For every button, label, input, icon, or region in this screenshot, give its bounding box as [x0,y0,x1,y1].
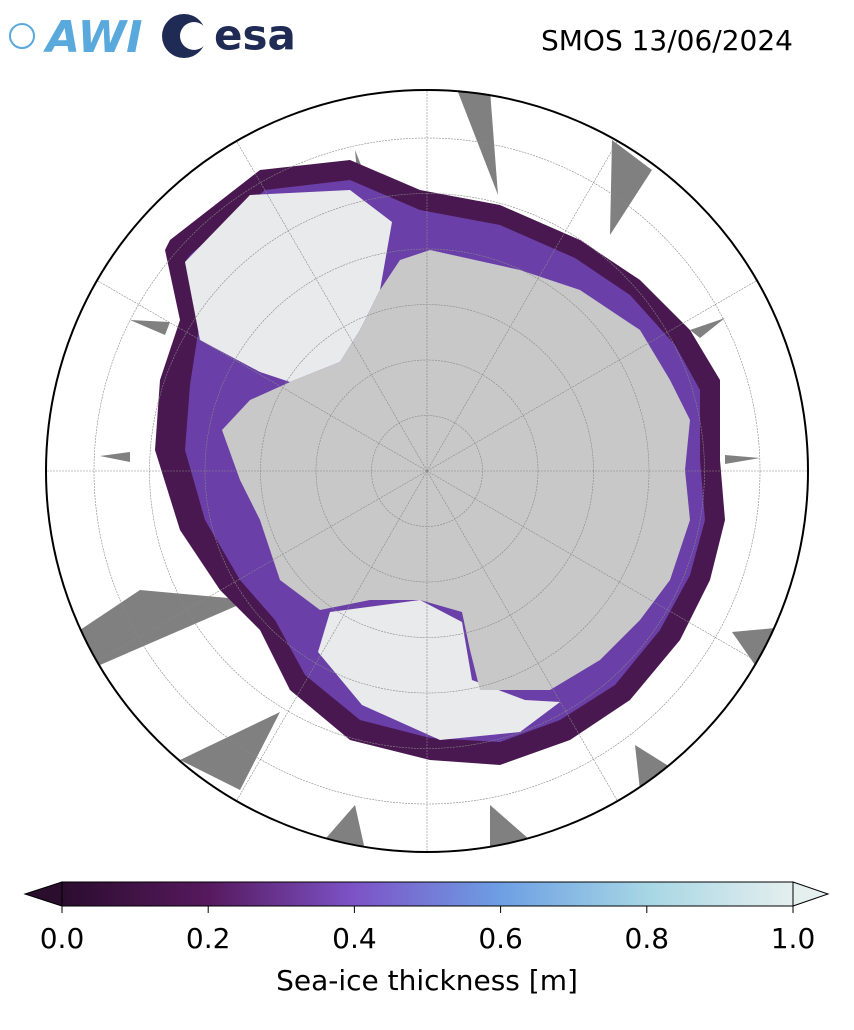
colorbar-extend-min [23,881,63,907]
colorbar-tick-label: 0.6 [478,922,523,955]
ice-shelf-ross [318,600,560,740]
meridian [80,470,428,672]
map [46,90,808,852]
colorbar-tick-label: 1.0 [771,922,816,955]
colorbar [23,881,830,913]
colorbar-tick-label: 0.2 [186,922,231,955]
meridian [426,270,774,472]
colorbar-tick-label: 0.8 [625,922,670,955]
logo-awi: AWI [9,12,143,63]
logo-esa: esa [162,11,296,60]
colorbar-extend-max [792,881,830,907]
graticule [46,90,808,852]
meridian [80,270,428,472]
logo-text: esa [214,11,296,60]
meridian [226,470,428,818]
colorbar-label: Sea-ice thickness [m] [276,964,578,997]
colorbar-bar [61,881,794,907]
meridian [426,124,628,472]
meridian [426,470,774,672]
colorbar-tick-label: 0.0 [40,922,85,955]
colorbar-tick-label: 0.4 [332,922,377,955]
meridian [426,470,628,818]
continent [222,250,690,690]
meridian [226,124,428,472]
ice-shelf-weddell [185,190,392,382]
no-data-wedges [80,90,775,850]
map-frame [45,89,809,853]
title: SMOS 13/06/2024 [541,24,793,57]
logo-text: AWI [43,12,143,63]
